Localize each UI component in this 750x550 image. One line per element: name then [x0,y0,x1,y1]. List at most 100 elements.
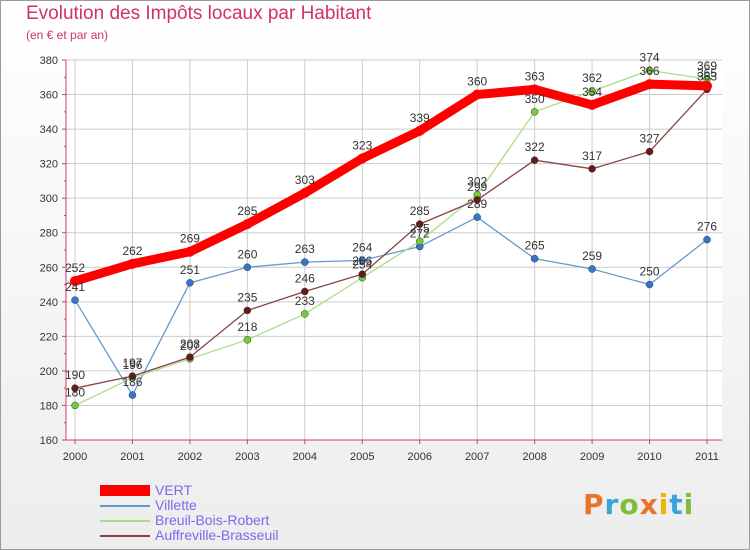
legend-label-villette: Villette [155,497,197,513]
data-label-breuil-bois-robert-2009: 362 [582,71,602,85]
point-auffreville-brasseuil-2010 [645,147,654,156]
data-label-auffreville-brasseuil-2007: 299 [467,180,487,194]
point-vert-2005 [357,153,368,164]
x-tick-label-2011: 2011 [695,451,719,463]
data-label-vert-2009: 354 [582,85,602,99]
logo-letter: P [583,488,605,521]
legend-swatch-auffreville-brasseuil [100,535,150,537]
data-label-vert-2006: 339 [410,111,430,125]
data-label-villette-2009: 259 [582,249,602,263]
point-auffreville-brasseuil-2006 [415,220,424,228]
point-breuil-bois-robert-2010 [645,66,654,75]
series-line-villette [74,216,708,396]
data-label-vert-2004: 303 [295,173,315,187]
x-tick-label-2004: 2004 [293,451,317,463]
x-tick-label-2000: 2000 [63,451,87,463]
point-breuil-bois-robert-2006 [415,237,424,246]
data-label-breuil-bois-robert-2003: 218 [237,320,257,334]
chart-subtitle: (en € et par an) [26,28,109,42]
y-tick-label-280: 280 [40,228,58,240]
point-villette-2005 [358,256,367,265]
point-villette-2004 [301,258,309,266]
logo-letter: i [658,488,670,521]
data-label-breuil-bois-robert-2005: 254 [352,258,372,272]
data-label-villette-2006: 272 [410,227,430,241]
x-tick-label-2009: 2009 [580,451,604,463]
point-auffreville-brasseuil-2000 [71,384,79,392]
point-breuil-bois-robert-2008 [530,108,539,116]
point-vert-2006 [414,125,425,136]
series-line-vert [70,79,712,286]
y-tick-label-160: 160 [40,435,58,447]
point-auffreville-brasseuil-2002 [186,353,194,361]
legend-swatch-breuil-bois-robert [100,520,150,522]
data-label-vert-2007: 360 [467,75,487,89]
plot-area [66,60,722,440]
point-auffreville-brasseuil-2008 [530,156,539,164]
x-tick-label-2008: 2008 [522,451,546,463]
data-label-villette-2004: 263 [295,242,315,256]
y-tick-label-340: 340 [40,124,58,136]
data-label-vert-2003: 285 [237,204,257,218]
data-label-breuil-bois-robert-2007: 302 [467,175,487,189]
data-label-villette-2007: 289 [467,197,487,211]
point-vert-2007 [472,89,483,100]
legend-label-breuil-bois-robert: Breuil-Bois-Robert [155,512,270,528]
point-villette-2000 [71,296,79,304]
y-tick-label-260: 260 [40,262,58,274]
logo-letter: x [639,488,659,521]
y-tick-label-380: 380 [40,55,58,67]
point-villette-2007 [473,213,481,221]
point-vert-2011 [702,80,712,91]
data-label-vert-2002: 269 [180,232,200,246]
logo-letter: t [669,488,684,521]
point-vert-2009 [587,99,598,110]
data-label-villette-2000: 241 [65,280,85,294]
point-villette-2010 [645,280,654,289]
x-tick-label-2005: 2005 [350,451,374,463]
data-label-villette-2003: 260 [237,247,257,261]
y-tick-label-200: 200 [40,366,58,378]
y-tick-label-320: 320 [40,159,58,171]
data-label-vert-2000: 252 [65,261,85,275]
legend-label-auffreville-brasseuil: Auffreville-Brasseuil [155,527,279,543]
point-auffreville-brasseuil-2007 [473,196,481,204]
x-tick-label-2006: 2006 [407,451,431,463]
data-label-breuil-bois-robert-2004: 233 [295,294,315,308]
point-vert-2008 [529,84,540,95]
data-label-breuil-bois-robert-2008: 350 [525,92,545,106]
x-tick-label-2007: 2007 [465,451,489,463]
y-tick-label-220: 220 [40,331,58,343]
data-label-villette-2010: 250 [640,265,660,279]
x-tick-label-2010: 2010 [637,451,661,463]
legend-swatch-vert [100,485,150,496]
point-vert-2003 [242,219,253,230]
point-breuil-bois-robert-2000 [71,401,79,410]
point-villette-2001 [128,391,137,399]
point-vert-2000 [70,276,80,287]
x-tick-label-2003: 2003 [235,451,259,463]
y-tick-label-300: 300 [40,193,58,205]
point-villette-2008 [530,254,539,263]
data-label-auffreville-brasseuil-2001: 197 [122,356,142,370]
point-breuil-bois-robert-2004 [301,310,309,318]
logo-letter: o [619,488,640,521]
data-label-villette-2001: 186 [122,375,142,389]
data-label-auffreville-brasseuil-2005: 256 [352,254,372,268]
data-label-auffreville-brasseuil-2010: 327 [640,132,660,146]
data-label-villette-2008: 265 [525,239,545,253]
series-line-auffreville-brasseuil [74,88,708,389]
data-label-villette-2002: 251 [180,263,200,277]
data-label-villette-2005: 264 [352,240,372,254]
point-auffreville-brasseuil-2004 [301,287,309,296]
point-villette-2003 [243,263,252,272]
data-label-breuil-bois-robert-2010: 374 [640,50,660,64]
data-label-vert-2001: 262 [122,244,142,258]
point-auffreville-brasseuil-2005 [358,270,367,278]
data-label-breuil-bois-robert-2000: 180 [65,385,85,399]
proxiti-logo: Proxiti [583,488,694,521]
data-label-auffreville-brasseuil-2000: 190 [65,368,85,382]
data-label-breuil-bois-robert-2006: 275 [410,221,430,235]
y-tick-label-240: 240 [40,297,58,309]
